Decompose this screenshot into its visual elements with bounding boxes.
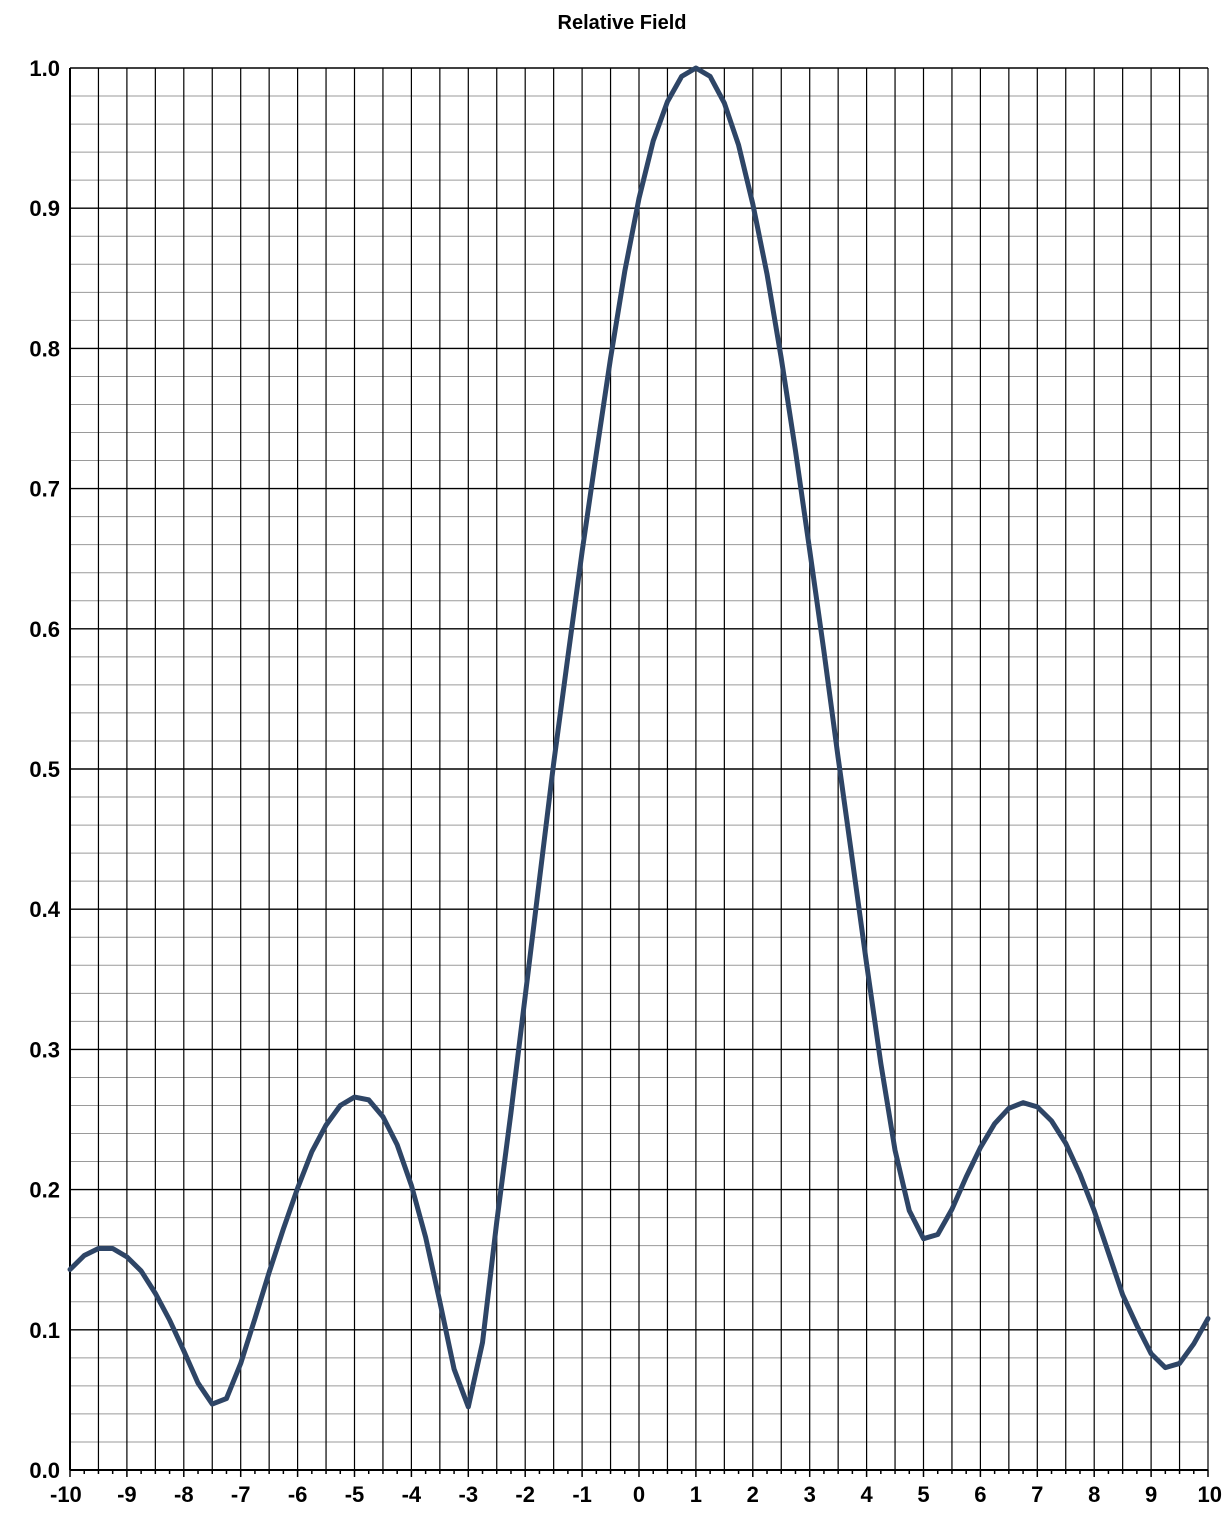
x-tick-label: 9 xyxy=(1145,1482,1157,1507)
grid-lines xyxy=(69,67,1209,1471)
x-tick-label: -7 xyxy=(231,1482,251,1507)
y-tick-label: 0.6 xyxy=(29,617,60,642)
y-tick-label: 0.1 xyxy=(29,1318,60,1343)
y-tick-label: 0.8 xyxy=(29,336,60,361)
y-tick-label: 0.7 xyxy=(29,477,60,502)
x-tick-label: 1 xyxy=(690,1482,702,1507)
y-tick-label: 0.5 xyxy=(29,757,60,782)
x-tick-label: 2 xyxy=(747,1482,759,1507)
x-tick-label: 0 xyxy=(633,1482,645,1507)
y-tick-label: 0.0 xyxy=(29,1458,60,1483)
relative-field-line xyxy=(67,65,1211,1410)
y-tick-labels: 0.0 0.1 0.2 0.3 0.4 0.5 0.6 0.7 0.8 0.9 1.0 xyxy=(29,56,60,1483)
x-tick-label: -2 xyxy=(515,1482,535,1507)
x-tick-label: -1 xyxy=(572,1482,592,1507)
x-tick-label: -3 xyxy=(459,1482,479,1507)
y-tick-label: 0.9 xyxy=(29,196,60,221)
axes xyxy=(69,68,1209,1477)
y-tick-label: 0.4 xyxy=(29,897,60,922)
x-tick-label: -4 xyxy=(402,1482,422,1507)
chart-title: Relative Field xyxy=(558,12,687,34)
x-tick-labels: -10 -9 -8 -7 -6 -5 -4 -3 -2 -1 0 1 2 3 4 5 6 7 8 9 10 xyxy=(50,1482,1222,1507)
y-tick-label: 0.2 xyxy=(29,1178,60,1203)
x-tick-label: -6 xyxy=(288,1482,308,1507)
x-tick-label: 10 xyxy=(1198,1482,1222,1507)
x-tick-label: 7 xyxy=(1031,1482,1043,1507)
x-tick-label: -8 xyxy=(174,1482,194,1507)
x-tick-label: 3 xyxy=(804,1482,816,1507)
x-tick-label: -5 xyxy=(345,1482,365,1507)
x-tick-label: 5 xyxy=(917,1482,929,1507)
series-layer xyxy=(67,65,1211,1410)
x-tick-label: -10 xyxy=(50,1482,82,1507)
x-tick-label: 6 xyxy=(974,1482,986,1507)
x-tick-label: 4 xyxy=(860,1482,873,1507)
x-tick-label: -9 xyxy=(117,1482,137,1507)
y-tick-label: 0.3 xyxy=(29,1037,60,1062)
x-tick-label: 8 xyxy=(1088,1482,1100,1507)
y-tick-label: 1.0 xyxy=(29,56,60,81)
